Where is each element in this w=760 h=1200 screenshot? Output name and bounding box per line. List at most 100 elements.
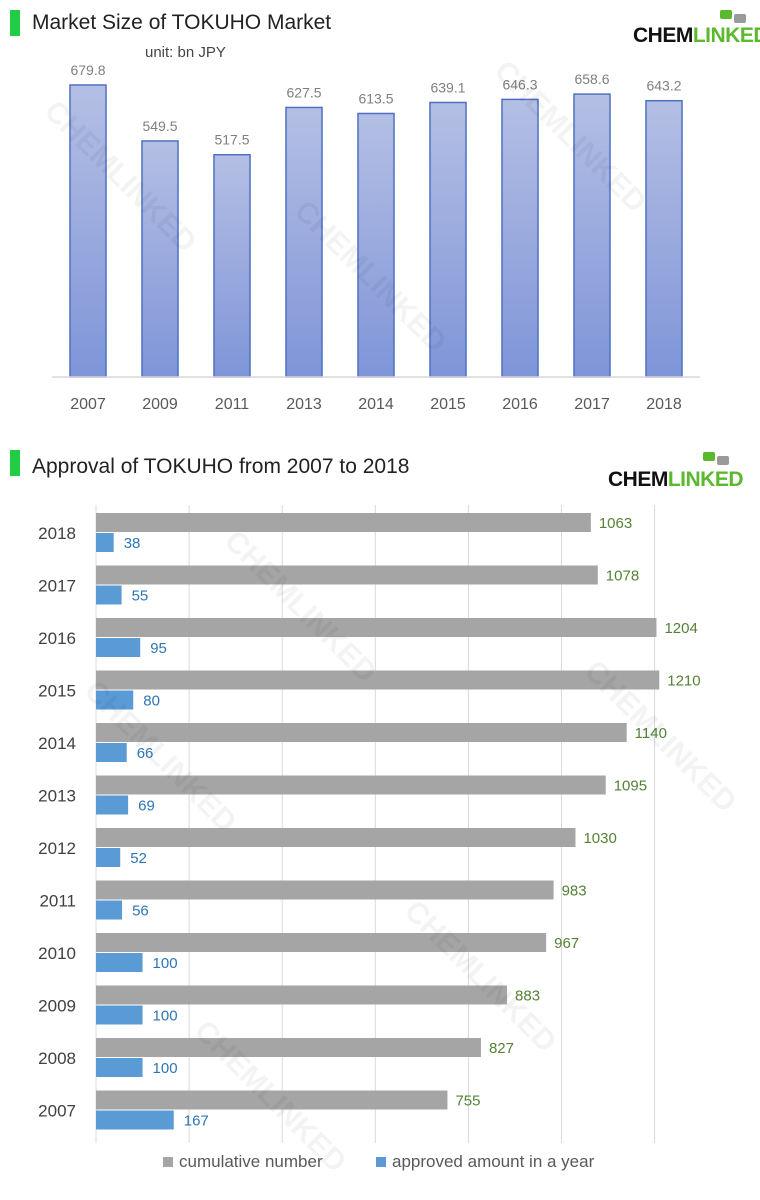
data-label-cumulative: 1204 [664, 620, 697, 637]
logo-bubble-icon [734, 14, 746, 23]
legend: cumulative number approved amount in a ye… [163, 1152, 595, 1171]
bar-approved [96, 1110, 174, 1130]
bar-approved [96, 795, 129, 815]
bar [501, 98, 539, 378]
data-label: 639.1 [430, 79, 465, 95]
approval-hbar-chart: 1063 38 2018 1078 55 2017 1204 95 2016 1210 80 2015… [38, 505, 701, 1171]
legend-label: cumulative number [179, 1152, 323, 1171]
y-tick-label: 2010 [38, 944, 76, 963]
x-tick-label: 2009 [142, 396, 178, 413]
bar [645, 99, 683, 378]
bar [141, 140, 179, 378]
legend-swatch [376, 1157, 386, 1167]
bar-cumulative [96, 670, 660, 690]
bar [213, 153, 251, 378]
data-label-approved: 80 [143, 693, 160, 710]
data-label: 627.5 [286, 84, 321, 100]
x-tick-label: 2018 [646, 396, 682, 413]
bar-approved [96, 900, 123, 920]
legend-swatch [163, 1157, 173, 1167]
y-tick-label: 2011 [39, 892, 76, 911]
data-label-approved: 167 [184, 1113, 209, 1130]
data-label: 517.5 [214, 132, 249, 148]
bar-cumulative [96, 985, 508, 1005]
y-tick-label: 2018 [38, 524, 76, 543]
approval-panel: Approval of TOKUHO from 2007 to 2018 CHE… [0, 440, 760, 1200]
x-tick-label: 2014 [358, 396, 394, 413]
bar [357, 112, 395, 378]
bar [429, 101, 467, 378]
bar-approved [96, 585, 122, 605]
bar-approved [96, 533, 114, 552]
chart-title: Market Size of TOKUHO Market [32, 11, 332, 34]
logo-bubble-icon [717, 456, 729, 465]
chart-title: Approval of TOKUHO from 2007 to 2018 [32, 455, 410, 478]
bar-cumulative [96, 933, 547, 952]
data-label-cumulative: 983 [562, 883, 587, 900]
bar-approved [96, 848, 121, 867]
x-tick-label: 2011 [215, 396, 250, 413]
logo-text: CHEMLINKED [633, 24, 760, 47]
data-label-approved: 38 [124, 535, 141, 552]
data-label: 643.2 [646, 78, 681, 94]
data-label-cumulative: 1140 [635, 725, 667, 742]
y-tick-label: 2017 [38, 577, 76, 596]
chart-subtitle: unit: bn JPY [145, 44, 226, 61]
legend-label: approved amount in a year [392, 1152, 595, 1171]
bar-cumulative [96, 565, 598, 585]
x-tick-label: 2017 [574, 396, 610, 413]
bar-cumulative [96, 880, 554, 900]
data-label-approved: 55 [132, 588, 149, 605]
data-label-cumulative: 755 [455, 1093, 480, 1110]
data-label-approved: 69 [138, 798, 155, 815]
data-label-cumulative: 1078 [606, 568, 639, 585]
data-label: 613.5 [358, 90, 393, 106]
data-label-cumulative: 967 [554, 935, 579, 952]
title-accent-bar [10, 450, 20, 476]
market-size-panel: Market Size of TOKUHO Market unit: bn JP… [0, 0, 760, 430]
y-tick-label: 2007 [38, 1102, 76, 1121]
bar-approved [96, 1058, 143, 1077]
y-tick-label: 2014 [38, 734, 76, 753]
data-label-approved: 56 [132, 903, 149, 920]
market-size-bar-chart: 679.8 2007 549.5 2009 517.5 2011 627.5 2013 613.… [52, 62, 700, 413]
bar-approved [96, 1005, 143, 1025]
data-label-approved: 100 [153, 1008, 178, 1025]
y-tick-label: 2016 [38, 629, 76, 648]
y-tick-label: 2008 [38, 1049, 76, 1068]
y-tick-label: 2015 [38, 682, 76, 701]
data-label-approved: 66 [137, 745, 154, 762]
logo-bubble-icon [720, 10, 732, 19]
bar [69, 84, 107, 378]
data-label-cumulative: 1030 [583, 830, 616, 847]
y-tick-label: 2012 [38, 839, 76, 858]
data-label-approved: 100 [153, 955, 178, 972]
x-tick-label: 2013 [286, 396, 322, 413]
bar-cumulative [96, 828, 576, 847]
bar [573, 93, 611, 378]
bar-cumulative [96, 775, 606, 795]
data-label-approved: 95 [150, 640, 167, 657]
data-label-cumulative: 883 [515, 988, 540, 1005]
data-label-cumulative: 827 [489, 1040, 514, 1057]
x-tick-label: 2007 [70, 396, 106, 413]
data-label-approved: 100 [153, 1060, 178, 1077]
data-label: 549.5 [142, 118, 177, 134]
logo-text: CHEMLINKED [608, 468, 744, 491]
bar-approved [96, 743, 127, 762]
bar [285, 106, 323, 378]
x-tick-label: 2016 [502, 396, 538, 413]
bar-approved [96, 638, 141, 657]
bar-cumulative [96, 723, 627, 742]
bar-cumulative [96, 513, 591, 532]
data-label: 658.6 [574, 71, 609, 87]
bar-cumulative [96, 618, 657, 637]
data-label: 646.3 [502, 76, 537, 92]
data-label-approved: 52 [130, 850, 147, 867]
data-label-cumulative: 1063 [599, 515, 632, 532]
title-accent-bar [10, 10, 20, 36]
x-tick-label: 2015 [430, 396, 466, 413]
data-label: 679.8 [70, 62, 105, 78]
bar-cumulative [96, 1038, 481, 1057]
bar-cumulative [96, 1090, 448, 1110]
